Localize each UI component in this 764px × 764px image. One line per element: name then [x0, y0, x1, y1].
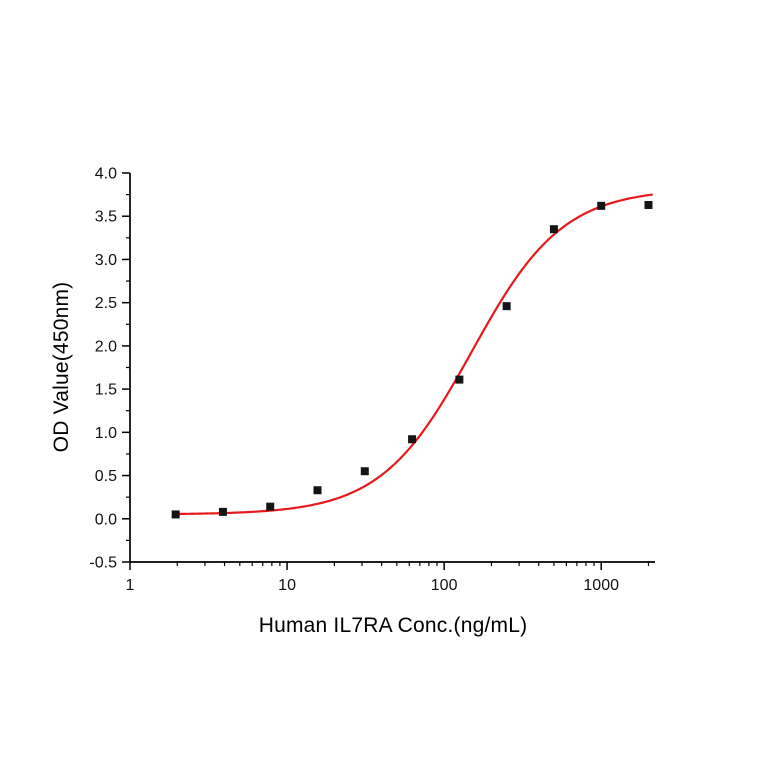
- data-point: [455, 375, 464, 384]
- data-point: [502, 302, 511, 311]
- y-axis-title: OD Value(450nm): [50, 281, 73, 453]
- data-point: [360, 467, 369, 476]
- tick-label: 0.0: [95, 511, 117, 528]
- tick-label: 3.0: [95, 252, 117, 269]
- data-point: [171, 510, 180, 519]
- data-point: [597, 201, 606, 210]
- tick-label: 4.0: [95, 166, 117, 183]
- data-point: [313, 486, 322, 495]
- tick-label: 2.0: [95, 338, 117, 355]
- tick-label: 100: [431, 577, 458, 594]
- tick-label: 1.5: [95, 382, 117, 399]
- data-point: [408, 435, 417, 444]
- x-axis-title: Human IL7RA Conc.(ng/mL): [258, 614, 528, 637]
- tick-label: 2.5: [95, 295, 117, 312]
- data-point: [644, 200, 653, 209]
- tick-label: 1: [126, 577, 135, 594]
- data-point: [266, 502, 275, 511]
- tick-label: 1000: [583, 577, 619, 594]
- tick-label: 3.5: [95, 209, 117, 226]
- tick-label: -0.5: [89, 555, 117, 572]
- tick-label: 0.5: [95, 468, 117, 485]
- tick-label: 10: [278, 577, 296, 594]
- data-point: [218, 507, 227, 516]
- data-point: [549, 225, 558, 234]
- fit-curve: [172, 193, 653, 516]
- tick-label: 1.0: [95, 425, 117, 442]
